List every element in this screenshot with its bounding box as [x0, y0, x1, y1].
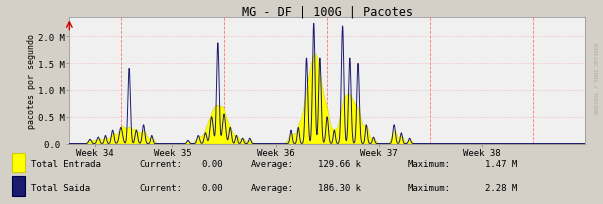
- Title: MG - DF | 100G | Pacotes: MG - DF | 100G | Pacotes: [242, 6, 412, 18]
- Text: 0.00: 0.00: [201, 159, 223, 168]
- Text: 186.30 k: 186.30 k: [318, 183, 361, 192]
- Text: 0.00: 0.00: [201, 183, 223, 192]
- Text: Total Saida: Total Saida: [31, 183, 90, 192]
- Text: 129.66 k: 129.66 k: [318, 159, 361, 168]
- Text: 2.28 M: 2.28 M: [485, 183, 517, 192]
- Text: RRDTOOL / TOBI OETIKER: RRDTOOL / TOBI OETIKER: [595, 42, 600, 113]
- Bar: [12, 153, 25, 172]
- Text: Current:: Current:: [139, 159, 182, 168]
- Text: 1.47 M: 1.47 M: [485, 159, 517, 168]
- Text: Average:: Average:: [251, 183, 294, 192]
- Y-axis label: pacotes por segundo: pacotes por segundo: [27, 34, 36, 128]
- Bar: [12, 176, 25, 196]
- Text: Maximum:: Maximum:: [408, 159, 451, 168]
- Text: Average:: Average:: [251, 159, 294, 168]
- Text: Total Entrada: Total Entrada: [31, 159, 101, 168]
- Text: Maximum:: Maximum:: [408, 183, 451, 192]
- Text: Current:: Current:: [139, 183, 182, 192]
